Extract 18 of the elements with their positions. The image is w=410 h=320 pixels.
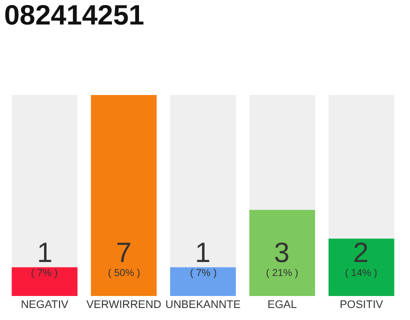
chart-title: 082414251 (4, 0, 144, 30)
data-label: 1 (195, 237, 211, 268)
data-label: 2 (353, 237, 369, 268)
x-tick-label: POSITIV (340, 299, 384, 311)
x-tick-label: VERWIRREND (86, 299, 162, 311)
annotation: ( 7% ) (190, 268, 217, 279)
data-label: 3 (274, 237, 290, 268)
data-label: 7 (116, 237, 132, 268)
data-label: 1 (37, 237, 53, 268)
annotation: ( 21% ) (266, 268, 298, 279)
x-tick-label: NEGATIV (20, 299, 69, 311)
annotation: ( 50% ) (108, 268, 140, 279)
bar (12, 267, 78, 296)
bar (170, 267, 236, 296)
annotation: ( 7% ) (31, 268, 58, 279)
annotation: ( 14% ) (345, 268, 378, 279)
x-tick-label: EGAL (268, 299, 297, 311)
x-tick-label: UNBEKANNTE (165, 299, 241, 311)
